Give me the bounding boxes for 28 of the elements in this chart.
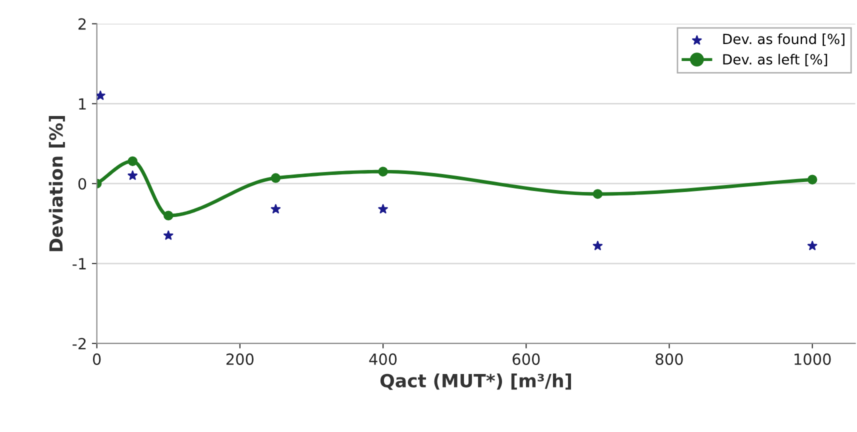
legend-label: Dev. as found [%] <box>723 33 844 46</box>
point <box>378 204 388 214</box>
point <box>128 156 138 166</box>
point <box>128 170 138 180</box>
point <box>96 90 106 100</box>
point <box>164 230 174 240</box>
y-tick-label: 0 <box>78 178 86 190</box>
x-tick-label: 800 <box>656 353 683 365</box>
y-tick-label: 1 <box>79 98 86 110</box>
point <box>164 210 174 220</box>
y-tick-label: -2 <box>72 338 86 350</box>
x-axis-title: Qact (MUT*) [m³/h] <box>380 374 572 390</box>
point <box>270 173 281 183</box>
x-tick-label: 200 <box>226 353 254 365</box>
y-axis-title: Deviation [%] <box>48 116 65 252</box>
point <box>807 240 818 250</box>
x-tick-label: 1000 <box>794 353 831 365</box>
point <box>270 204 281 214</box>
point <box>807 174 818 184</box>
x-tick-label: 400 <box>369 353 397 365</box>
x-tick-label: 0 <box>92 353 101 365</box>
legend-label: Dev. as left [%] <box>723 54 828 66</box>
point <box>592 240 603 250</box>
y-tick-label: -1 <box>72 258 86 270</box>
point <box>592 189 603 199</box>
y-tick-label: 2 <box>78 18 86 30</box>
point <box>378 166 388 176</box>
x-tick-label: 600 <box>512 353 540 365</box>
